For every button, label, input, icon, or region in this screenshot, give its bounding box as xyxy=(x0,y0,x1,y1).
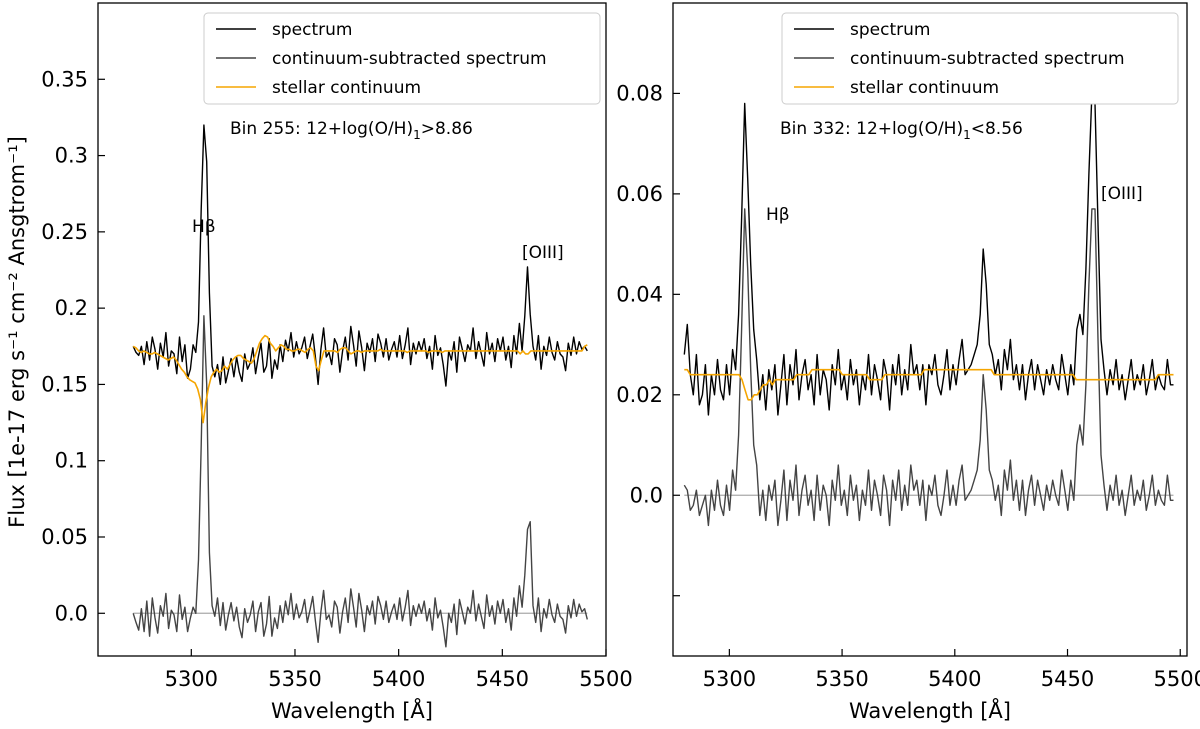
axis-ticks: 5300 5350 5400 5450 5500 0.0 0.02 0.04 0.06 0.08 xyxy=(616,81,1200,691)
annotation-oiii: [OIII] xyxy=(1101,184,1143,204)
legend: spectrum continuum-subtracted spectrum s… xyxy=(203,12,601,105)
axis-ticks: 5300 5350 5400 5450 5500 0.0 0.05 0.1 0.15 0.2 0.2… xyxy=(41,67,632,691)
continuum-subtracted-spectrum-line xyxy=(683,208,1174,527)
legend-box xyxy=(781,12,1179,105)
legend: spectrum continuum-subtracted spectrum s… xyxy=(781,12,1179,105)
y-tick-label: 0.2 xyxy=(55,296,88,320)
y-tick-label: 0.04 xyxy=(616,282,663,306)
y-tick-label: 0.1 xyxy=(55,449,88,473)
x-tick-label: 5400 xyxy=(928,667,981,691)
x-tick-label: 5300 xyxy=(165,667,218,691)
legend-label-continuum-subtracted: continuum-subtracted spectrum xyxy=(850,49,1125,69)
x-tick-label: 5350 xyxy=(815,667,868,691)
series-lines xyxy=(132,124,588,648)
x-axis-label: Wavelength [Å] xyxy=(849,697,1011,723)
y-tick-label: 0.05 xyxy=(41,525,88,549)
y-axis-label: Flux [1e-17 erg s⁻¹ cm⁻² Ansgtrom⁻¹] xyxy=(5,136,29,528)
bin-label: Bin 332: 12+log(O/H)1<8.56 xyxy=(780,119,1023,142)
x-axis-label: Wavelength [Å] xyxy=(271,697,433,723)
x-tick-label: 5450 xyxy=(476,667,529,691)
x-tick-label: 5500 xyxy=(579,667,632,691)
legend-label-continuum-subtracted: continuum-subtracted spectrum xyxy=(272,49,547,69)
plot-frame xyxy=(672,2,1188,657)
spectrum-line xyxy=(132,124,588,387)
right-panel: 530053505400545055000.00.020.040.060.08 … xyxy=(616,2,1200,723)
legend-label-spectrum: spectrum xyxy=(850,20,930,40)
annotation-hbeta: Hβ xyxy=(192,217,216,237)
legend-label-spectrum: spectrum xyxy=(272,20,352,40)
y-tick-label: 0.02 xyxy=(616,383,663,407)
continuum-subtracted-spectrum-line xyxy=(132,315,588,648)
y-tick-label: 0.25 xyxy=(41,220,88,244)
x-tick-label: 5500 xyxy=(1154,667,1200,691)
x-tick-label: 5300 xyxy=(703,667,756,691)
plot-frame xyxy=(97,2,607,657)
y-tick-label: 0.06 xyxy=(616,182,663,206)
y-tick-label: 0.0 xyxy=(630,483,663,507)
x-tick-label: 5350 xyxy=(268,667,321,691)
x-tick-label: 5400 xyxy=(372,667,425,691)
annotation-oiii: [OIII] xyxy=(522,243,564,263)
y-tick-label: 0.35 xyxy=(41,67,88,91)
stellar-continuum-line xyxy=(132,334,588,424)
annotation-hbeta: Hβ xyxy=(766,205,790,225)
x-tick-label: 5450 xyxy=(1041,667,1094,691)
bin-label: Bin 255: 12+log(O/H)1>8.86 xyxy=(230,119,473,142)
y-tick-label: 0.08 xyxy=(616,81,663,105)
legend-label-stellar-continuum: stellar continuum xyxy=(850,78,999,98)
y-tick-label: 0.0 xyxy=(55,601,88,625)
legend-box xyxy=(203,12,601,105)
y-tick-label: 0.3 xyxy=(55,144,88,168)
left-panel: 5300 5350 5400 5450 5500 0.0 0.05 0.1 0.15 0.2 0.2… xyxy=(5,2,633,723)
y-tick-label: 0.15 xyxy=(41,372,88,396)
legend-label-stellar-continuum: stellar continuum xyxy=(272,78,421,98)
stellar-continuum-line xyxy=(684,368,1174,401)
